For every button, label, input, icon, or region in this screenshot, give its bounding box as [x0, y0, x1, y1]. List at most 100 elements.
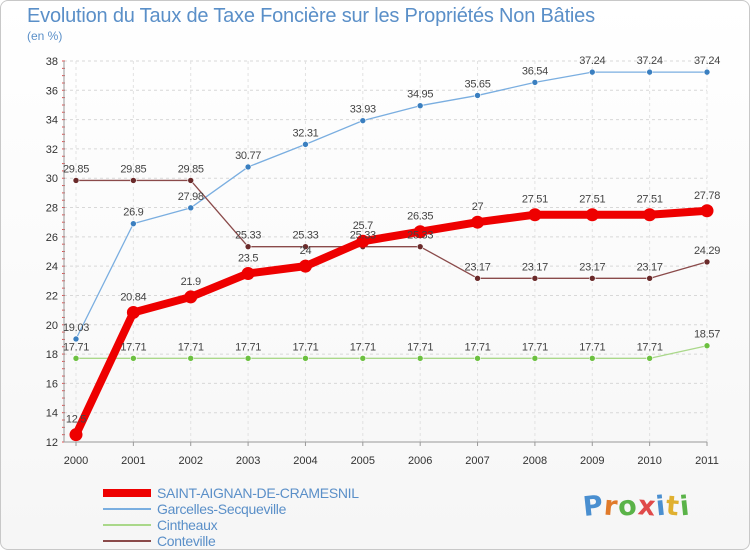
- data-label-2: 17.71: [235, 341, 261, 353]
- proxiti-logo: Proxiti: [581, 490, 692, 523]
- data-label-1: 37.24: [637, 55, 663, 67]
- series-point-2: [646, 355, 653, 362]
- series-point-1: [244, 163, 252, 171]
- data-label-3: 24.29: [694, 245, 720, 257]
- x-tick-label: 2004: [293, 455, 317, 467]
- data-label-0: 21.9: [181, 276, 201, 288]
- series-point-1: [531, 79, 539, 86]
- data-label-3: 29.85: [178, 163, 204, 175]
- series-line-3: [75, 179, 708, 279]
- data-label-3: 25.33: [407, 230, 433, 242]
- data-label-3: 23.17: [637, 261, 663, 273]
- y-tick-label: 34: [46, 115, 58, 127]
- x-tick-label: 2008: [523, 455, 547, 467]
- y-tick-label: 28: [46, 203, 58, 215]
- series-point-0: [241, 266, 255, 280]
- series-point-2: [72, 355, 80, 362]
- data-label-0: 20.84: [120, 291, 146, 303]
- series-point-0: [643, 208, 657, 222]
- legend-label-3: Conteville: [157, 533, 216, 549]
- x-tick-label: 2009: [580, 455, 604, 467]
- series-point-2: [416, 355, 424, 362]
- data-label-1: 26.9: [123, 207, 143, 219]
- data-label-2: 17.71: [407, 341, 433, 353]
- series-point-3: [130, 177, 137, 184]
- data-label-1: 32.31: [292, 127, 318, 139]
- data-label-3: 23.17: [465, 261, 491, 273]
- series-point-1: [359, 117, 367, 124]
- data-label-2: 17.71: [178, 341, 204, 353]
- series-point-3: [588, 275, 596, 282]
- x-tick-label: 2000: [64, 455, 88, 467]
- data-label-1: 33.93: [350, 104, 376, 116]
- x-tick-label: 2003: [236, 455, 260, 467]
- series-point-3: [187, 177, 195, 184]
- y-tick-label: 26: [46, 232, 58, 244]
- series-point-1: [187, 204, 195, 212]
- data-label-0: 23.5: [238, 252, 258, 264]
- x-tick-label: 2002: [178, 455, 202, 467]
- data-label-3: 25.33: [235, 230, 261, 242]
- series-point-2: [302, 355, 309, 362]
- series-point-3: [416, 243, 424, 250]
- data-labels: 12.5 20.84 21.9 23.5 24 25.7 26.35 27 27.51 27.51…: [63, 55, 721, 426]
- data-label-1: 37.24: [694, 55, 720, 67]
- axes: 12 14 16 18 20 22 24 26 28 30 32 34 36 38 2000 2001 2002…: [46, 56, 719, 467]
- series-point-3: [474, 275, 481, 282]
- y-tick-label: 36: [46, 85, 58, 97]
- series-point-3: [72, 177, 80, 184]
- series-point-3: [302, 243, 309, 250]
- y-tick-label: 14: [46, 408, 58, 420]
- y-tick-label: 16: [46, 378, 58, 390]
- series-point-2: [531, 355, 539, 362]
- data-label-3: 25.33: [350, 230, 376, 242]
- series-group: [69, 68, 714, 442]
- data-label-3: 23.17: [522, 261, 548, 273]
- data-label-3: 25.33: [292, 230, 318, 242]
- series-point-0: [298, 259, 312, 273]
- series-point-1: [474, 92, 481, 99]
- data-label-0: 25.7: [353, 220, 373, 232]
- data-label-3: 23.17: [579, 261, 605, 273]
- series-point-1: [72, 335, 80, 343]
- legend-label-0: SAINT-AIGNAN-DE-CRAMESNIL: [157, 485, 359, 501]
- data-label-3: 29.85: [120, 163, 146, 175]
- series-point-0: [700, 204, 714, 218]
- data-label-2: 17.71: [63, 341, 89, 353]
- data-label-1: 19.03: [63, 322, 89, 334]
- data-label-2: 17.71: [637, 341, 663, 353]
- series-point-0: [528, 208, 542, 222]
- series-point-0: [126, 305, 140, 319]
- y-tick-label: 18: [46, 349, 58, 361]
- x-tick-label: 2006: [408, 455, 432, 467]
- data-label-2: 17.71: [579, 341, 605, 353]
- y-tick-label: 20: [46, 320, 58, 332]
- series-point-1: [703, 68, 711, 76]
- series-point-1: [588, 68, 596, 76]
- series-line-2: [75, 345, 708, 359]
- series-point-2: [130, 355, 137, 362]
- x-tick-label: 2010: [637, 455, 661, 467]
- chart-subtitle: (en %): [27, 29, 63, 43]
- series-point-1: [416, 102, 424, 109]
- series-point-0: [413, 225, 427, 239]
- series-point-2: [359, 355, 367, 362]
- series-point-3: [646, 275, 653, 282]
- series-point-0: [585, 208, 599, 222]
- y-tick-label: 12: [46, 437, 58, 449]
- logo-letter: o: [616, 490, 640, 523]
- series-point-0: [184, 290, 198, 304]
- series-point-0: [356, 234, 370, 248]
- series-point-2: [703, 342, 711, 350]
- series-point-3: [703, 258, 711, 266]
- series-point-2: [588, 355, 596, 362]
- data-label-0: 27.51: [579, 194, 605, 206]
- data-label-0: 24: [300, 245, 312, 257]
- legend-label-2: Cintheaux: [157, 517, 218, 533]
- data-label-0: 27.51: [522, 194, 548, 206]
- series-point-0: [471, 215, 485, 229]
- data-label-2: 17.71: [292, 341, 318, 353]
- data-label-1: 37.24: [579, 55, 605, 67]
